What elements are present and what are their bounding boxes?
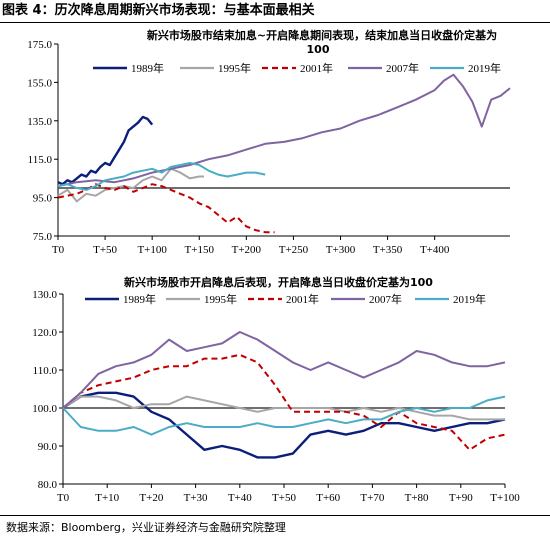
legend-label: 1995年: [204, 292, 237, 306]
x-tick-label: T+30: [184, 492, 208, 504]
x-tick-label: T+50: [93, 244, 117, 256]
legend-label: 1995年: [218, 61, 251, 75]
legend-label: 2001年: [286, 292, 319, 306]
series-line-1989: [57, 115, 154, 186]
y-tick-label: 135.0: [27, 116, 52, 128]
series-line-2007: [62, 331, 506, 409]
x-tick-label: T+90: [449, 492, 473, 504]
figure-title-text: 图表 4：历次降息周期新兴市场表现：与基本面最相关: [2, 3, 315, 18]
y-tick-label: 90.0: [38, 441, 58, 453]
x-tick-label: T+400: [420, 244, 450, 256]
source-note: 数据来源：Bloomberg，兴业证券经济与金融研究院整理: [0, 515, 550, 542]
figure-title: 图表 4：历次降息周期新兴市场表现：与基本面最相关: [0, 0, 550, 23]
legend-label: 2019年: [468, 61, 501, 75]
y-tick-label: 130.0: [32, 289, 57, 301]
y-tick-label: 115.0: [28, 154, 53, 166]
y-tick-label: 80.0: [38, 479, 58, 491]
legend-label: 1989年: [123, 292, 156, 306]
series-line-2019: [57, 162, 266, 191]
y-tick-label: 175.0: [27, 39, 52, 51]
x-tick-label: T+10: [95, 492, 119, 504]
x-tick-label: T+100: [137, 244, 167, 256]
series-line-1989: [62, 391, 506, 459]
chart-title: 新兴市场股市结束加息~开启降息期间表现，结束加息当日收盘价定基为: [147, 28, 497, 42]
x-tick-label: T+250: [279, 244, 309, 256]
legend-label: 2001年: [300, 61, 333, 75]
y-tick-label: 100.0: [32, 403, 57, 415]
series-line-2007: [57, 73, 511, 188]
series-line-2001: [57, 183, 275, 234]
chart-title-line2: 100: [307, 43, 330, 56]
series-line-2001: [62, 353, 506, 451]
x-tick-label: T+200: [232, 244, 262, 256]
y-tick-label: 110.0: [33, 365, 58, 377]
x-tick-label: T+40: [228, 492, 252, 504]
y-tick-label: 75.0: [33, 231, 53, 243]
chart-bottom: 新兴市场股市开启降息后表现，开启降息当日收盘价定基为100 80.0 90.0 100…: [32, 275, 520, 504]
x-tick-label: T0: [52, 244, 65, 256]
x-tick-label: T0: [57, 492, 70, 504]
source-text: 数据来源：Bloomberg，兴业证券经济与金融研究院整理: [6, 521, 286, 534]
y-tick-label: 155.0: [27, 77, 52, 89]
x-tick-label: T+350: [373, 244, 403, 256]
x-tick-label: T+20: [139, 492, 163, 504]
x-tick-label: T+80: [405, 492, 429, 504]
chart-title: 新兴市场股市开启降息后表现，开启降息当日收盘价定基为100: [124, 275, 433, 289]
x-tick-label: T+70: [360, 492, 384, 504]
y-tick-label: 95.0: [33, 193, 53, 205]
legend-label: 2007年: [369, 292, 402, 306]
series-line-1995: [62, 395, 505, 421]
x-tick-label: T+300: [326, 244, 356, 256]
series-line-1995: [57, 167, 204, 203]
x-tick-label: T+100: [490, 492, 520, 504]
series-line-2019: [62, 395, 506, 436]
legend-label: 2007年: [386, 61, 419, 75]
x-tick-label: T+60: [316, 492, 340, 504]
legend-label: 2019年: [453, 292, 486, 306]
x-tick-label: T+150: [185, 244, 215, 256]
y-tick-label: 120.0: [32, 327, 57, 339]
legend-label: 1989年: [131, 61, 164, 75]
x-tick-label: T+50: [272, 492, 296, 504]
